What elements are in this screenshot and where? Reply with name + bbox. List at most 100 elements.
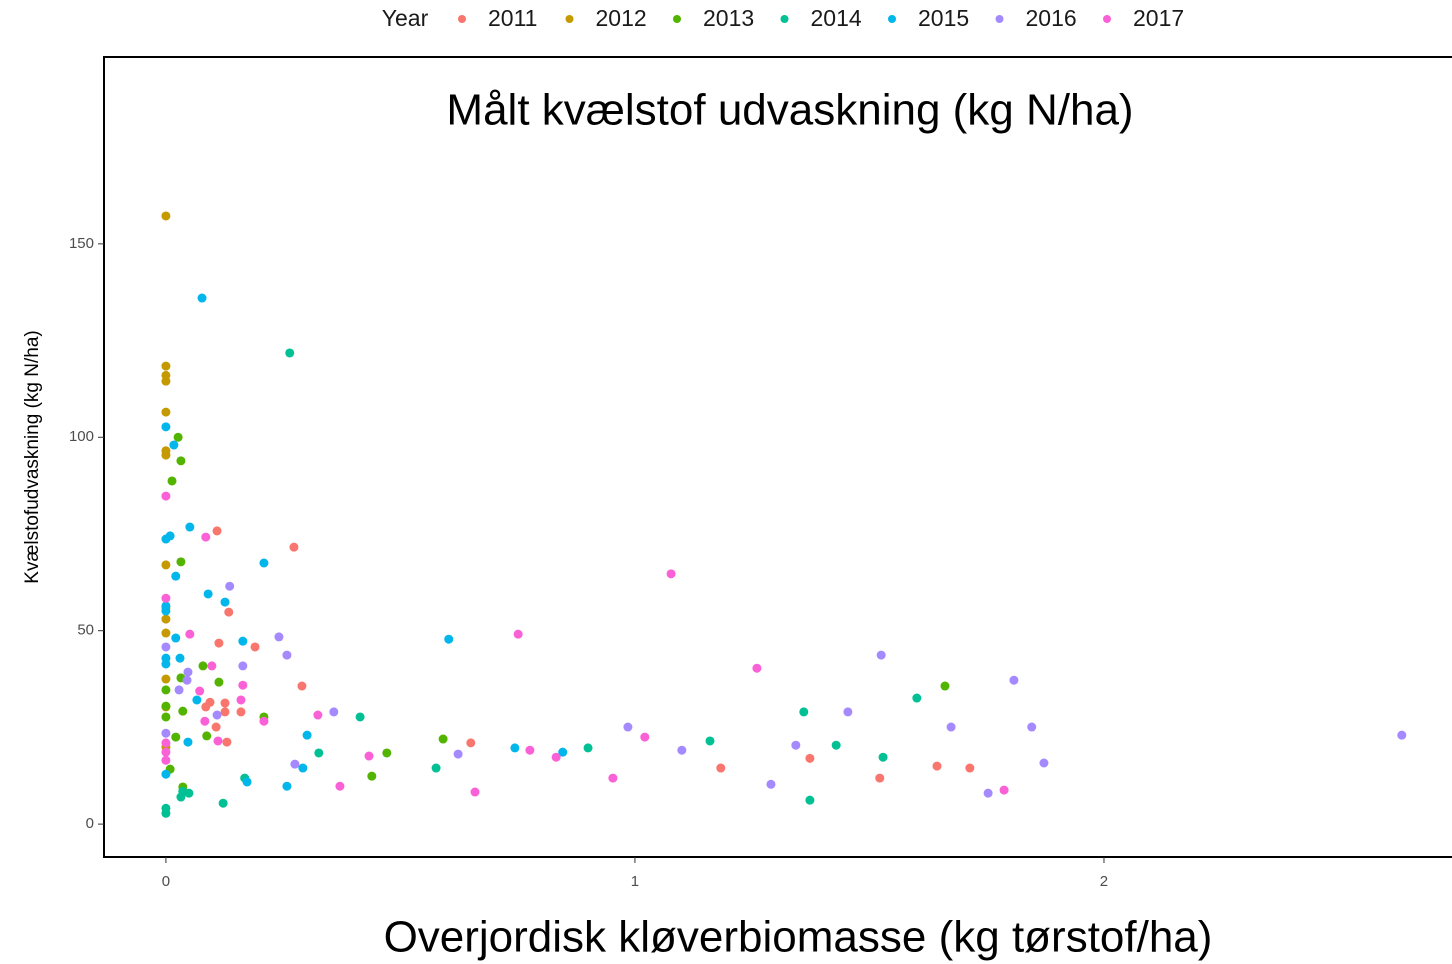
- point: [225, 581, 235, 591]
- point: [302, 730, 312, 740]
- legend-swatch: [888, 15, 896, 23]
- point: [211, 722, 221, 732]
- legend-label: 2011: [488, 5, 537, 31]
- point: [285, 348, 295, 358]
- point: [444, 634, 454, 644]
- point: [878, 752, 888, 762]
- legend-swatch: [1103, 15, 1111, 23]
- legend-label: 2015: [918, 5, 969, 31]
- point: [843, 707, 853, 717]
- point: [197, 293, 207, 303]
- point: [178, 706, 188, 716]
- point: [161, 738, 171, 748]
- point: [242, 777, 252, 787]
- point: [161, 674, 171, 684]
- point: [161, 728, 171, 738]
- y-tick-label: 0: [86, 815, 94, 832]
- point: [201, 532, 211, 542]
- point: [207, 661, 217, 671]
- point: [218, 798, 228, 808]
- point: [173, 432, 183, 442]
- legend-swatch: [458, 15, 466, 23]
- point: [161, 755, 171, 765]
- point: [805, 753, 815, 763]
- point: [161, 376, 171, 386]
- point: [213, 736, 223, 746]
- x-axis-label: Overjordisk kløverbiomasse (kg tørstof/h…: [384, 913, 1213, 962]
- point: [705, 736, 715, 746]
- point: [1027, 722, 1037, 732]
- point: [161, 534, 171, 544]
- point: [932, 761, 942, 771]
- point: [805, 795, 815, 805]
- point: [174, 685, 184, 695]
- point: [367, 771, 377, 781]
- y-tick-label: 150: [69, 235, 94, 252]
- legend-swatch: [995, 15, 1004, 23]
- point: [716, 763, 726, 773]
- point: [438, 734, 448, 744]
- point: [940, 681, 950, 691]
- point: [623, 722, 633, 732]
- point: [183, 667, 193, 677]
- point: [161, 450, 171, 460]
- point: [799, 707, 809, 717]
- point: [382, 748, 392, 758]
- point: [912, 693, 922, 703]
- point: [1009, 675, 1019, 685]
- point: [238, 661, 248, 671]
- point: [335, 781, 345, 791]
- point: [224, 607, 234, 617]
- point: [290, 759, 300, 769]
- point: [666, 569, 676, 579]
- legend-title: Year: [382, 5, 429, 31]
- point: [236, 695, 246, 705]
- point: [184, 788, 194, 798]
- chart-title: Målt kvælstof udvaskning (kg N/ha): [446, 86, 1133, 135]
- x-tick-label: 2: [1100, 873, 1108, 890]
- point: [161, 712, 171, 722]
- plot-frame: [103, 56, 1452, 858]
- legend-swatch: [673, 15, 681, 23]
- legend-swatch: [565, 15, 574, 23]
- point: [161, 747, 171, 757]
- point: [313, 710, 323, 720]
- point: [289, 542, 299, 552]
- point: [176, 792, 186, 802]
- point: [640, 732, 650, 742]
- point: [238, 636, 248, 646]
- point: [161, 211, 171, 221]
- point: [608, 773, 618, 783]
- point: [192, 695, 202, 705]
- point: [195, 686, 205, 696]
- point: [297, 681, 307, 691]
- point: [161, 769, 171, 779]
- point: [431, 763, 441, 773]
- point: [453, 749, 463, 759]
- point: [791, 740, 801, 750]
- point: [831, 740, 841, 750]
- point: [236, 707, 246, 717]
- point: [161, 659, 171, 669]
- point: [1039, 758, 1049, 768]
- x-tick-label: 1: [631, 873, 639, 890]
- point: [558, 747, 568, 757]
- point: [161, 685, 171, 695]
- point: [259, 716, 269, 726]
- y-tick-label: 100: [69, 428, 94, 445]
- point: [238, 680, 248, 690]
- point: [999, 785, 1009, 795]
- point: [183, 737, 193, 747]
- point: [176, 557, 186, 567]
- point: [185, 522, 195, 532]
- point: [214, 677, 224, 687]
- legend-label: 2017: [1133, 5, 1184, 31]
- point: [161, 593, 171, 603]
- point: [185, 629, 195, 639]
- point: [171, 571, 181, 581]
- legend-label: 2013: [703, 5, 754, 31]
- point: [220, 707, 230, 717]
- point: [1397, 730, 1407, 740]
- point: [175, 653, 185, 663]
